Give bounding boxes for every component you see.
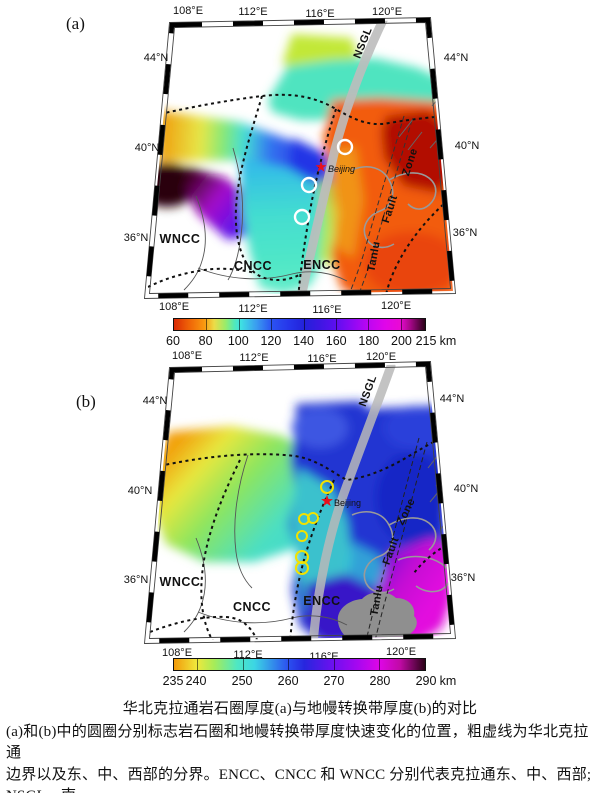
tanlu-fault-lines-b [362, 437, 428, 641]
lat-label: 36°N [124, 574, 149, 586]
colorbar-tick: 280 [369, 674, 391, 688]
lon-label: 120°E [381, 300, 411, 312]
colorbar-a: 60 80 100 120 140 160 180 200 215 km [166, 318, 456, 350]
lat-label: 40°N [128, 485, 153, 497]
lat-label: 36°N [124, 232, 149, 244]
caption-line: (a)和(b)中的圆圈分别标志岩石圈和地幔转换带厚度快速变化的位置，粗虚线为华北… [6, 723, 589, 762]
lat-label: 40°N [135, 142, 160, 154]
province-lines-a [183, 147, 348, 291]
craton-boundary-b [149, 431, 453, 641]
lat-label: 40°N [455, 140, 480, 152]
region-label-encc: ENCC [303, 594, 340, 608]
craton-boundary-a [147, 93, 453, 296]
colorbar-tick: 160 [325, 334, 347, 348]
coastline-a [351, 166, 437, 249]
colorbar-b: 235 240 250 260 270 280 290 km [163, 658, 457, 690]
anomaly-circle [336, 138, 354, 156]
colorbar-tick: 200 [391, 334, 412, 348]
figure-caption: 华北克拉通岩石圈厚度(a)与地幔转换带厚度(b)的对比 (a)和(b)中的圆圈分… [6, 699, 594, 793]
beijing-star-marker [321, 494, 333, 507]
beijing-label: Beijing [334, 498, 361, 508]
lon-label: 120°E [366, 351, 396, 363]
caption-title: 华北克拉通岩石圈厚度(a)与地幔转换带厚度(b)的对比 [122, 701, 478, 717]
no-data-gray-blob [337, 592, 417, 641]
anomaly-circle [300, 176, 318, 194]
frame-a-dashes [144, 17, 456, 299]
lat-label: 40°N [454, 483, 479, 495]
lon-label: 120°E [386, 646, 416, 658]
colorbar-tick: 180 [358, 334, 380, 348]
frame-b-outer [144, 361, 456, 644]
anomaly-circle [320, 480, 334, 494]
colorbar-tick: 260 [277, 674, 299, 688]
lon-label: 112°E [238, 303, 267, 315]
colorbar-tick: 235 [162, 674, 184, 688]
colorbar-tick: 60 [166, 334, 180, 348]
lat-label: 44°N [143, 395, 168, 407]
frame-b-dashes [144, 361, 456, 644]
colorbar-tick: 215 [415, 334, 437, 348]
colorbar-tick: 140 [293, 334, 314, 348]
colorbar-tick: 270 [323, 674, 345, 688]
fault-tanlu-label: Tanlu [365, 240, 382, 273]
frame-a-outer [144, 17, 456, 299]
colorbar-tick: 120 [260, 334, 282, 348]
region-label-wncc: WNCC [160, 232, 201, 246]
lon-label: 112°E [239, 352, 268, 364]
colorbar-unit: km [439, 674, 457, 688]
lat-label: 44°N [440, 393, 465, 405]
panel-b-label: (b) [76, 392, 96, 411]
lat-label: 44°N [444, 52, 469, 64]
panel-b-map: 108°E 112°E 116°E 120°E 108°E 112°E 116°… [124, 350, 479, 663]
panel-a-map: 108°E 112°E 116°E 120°E 108°E 112°E 116°… [124, 5, 480, 316]
frame-b-inner [149, 366, 451, 639]
anomaly-circle [293, 208, 311, 226]
colorbar-b-gradient [173, 658, 426, 671]
fault-tanlu-label: Tanlu [368, 584, 385, 617]
colorbar-b-labels: 235 240 250 260 270 280 290 km [163, 674, 457, 690]
anomaly-circle [295, 561, 309, 575]
colorbar-tick: 240 [185, 674, 207, 688]
caption-line: 边界以及东、中、西部的分界。ENCC、CNCC 和 WNCC 分别代表克拉通东、… [6, 766, 592, 793]
beijing-star-marker [315, 161, 327, 172]
lon-label: 108°E [173, 5, 203, 17]
panel-b-color-field [152, 401, 452, 641]
nsgl-band-b [308, 364, 396, 641]
lon-label: 108°E [159, 301, 189, 313]
region-label-wncc: WNCC [160, 575, 201, 589]
region-label-encc: ENCC [303, 258, 340, 272]
lon-label: 108°E [162, 647, 192, 659]
colorbar-a-labels: 60 80 100 120 140 160 180 200 215 km [166, 334, 456, 350]
lon-label: 116°E [312, 304, 341, 316]
lat-label: 36°N [453, 227, 478, 239]
anomaly-circle [307, 512, 319, 524]
lat-label: 36°N [451, 572, 476, 584]
lon-label: 116°E [307, 353, 336, 365]
panel-a-label: (a) [66, 14, 85, 33]
lon-label: 116°E [305, 8, 334, 20]
colorbar-tick: 290 [415, 674, 437, 688]
frame-a-inner [149, 22, 451, 294]
anomaly-circle [296, 530, 308, 542]
nsgl-band-a [294, 20, 393, 296]
colorbar-tick: 250 [231, 674, 253, 688]
colorbar-unit: km [439, 334, 457, 348]
colorbar-a-gradient [173, 318, 426, 331]
lon-label: 108°E [172, 350, 202, 362]
lon-label: 120°E [372, 6, 402, 18]
beijing-label: Beijing [328, 164, 355, 174]
lon-label: 112°E [238, 6, 267, 18]
region-label-cncc: CNCC [233, 600, 271, 614]
region-label-cncc: CNCC [234, 259, 272, 273]
colorbar-tick: 100 [227, 334, 249, 348]
colorbar-tick: 80 [198, 334, 213, 348]
lat-label: 44°N [144, 52, 169, 64]
